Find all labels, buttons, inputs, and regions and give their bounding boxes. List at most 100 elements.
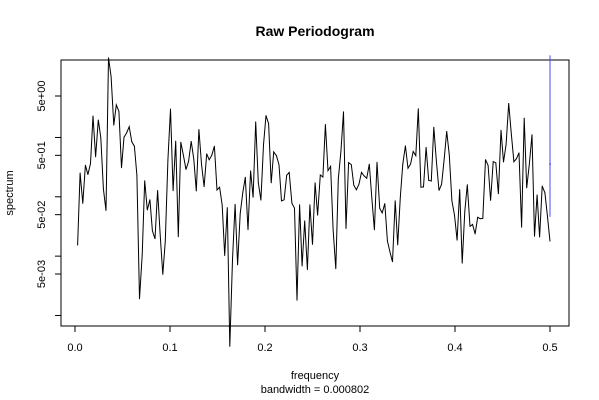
data-point xyxy=(423,186,424,188)
chart-title: Raw Periodogram xyxy=(255,23,374,39)
data-point xyxy=(167,159,169,161)
data-point xyxy=(428,179,430,181)
data-point xyxy=(348,162,349,164)
data-point xyxy=(229,346,231,347)
data-point xyxy=(384,203,386,204)
data-point xyxy=(482,217,484,219)
data-point xyxy=(95,156,97,158)
data-point xyxy=(301,265,303,267)
data-point xyxy=(208,159,210,161)
data-point xyxy=(105,210,107,212)
series-points xyxy=(77,57,551,347)
data-point xyxy=(461,262,463,264)
data-point xyxy=(224,255,226,257)
data-point xyxy=(335,268,337,270)
data-point xyxy=(374,229,375,231)
data-point xyxy=(417,108,419,110)
data-point xyxy=(407,167,409,169)
data-point xyxy=(185,169,187,170)
data-point xyxy=(170,108,171,110)
data-point xyxy=(420,186,422,188)
data-point xyxy=(433,126,435,128)
data-point xyxy=(456,239,458,241)
data-point xyxy=(477,216,479,218)
data-point xyxy=(337,178,339,180)
data-point xyxy=(523,117,525,119)
data-point xyxy=(518,152,520,154)
data-point xyxy=(288,171,290,173)
data-point xyxy=(368,163,370,165)
data-point xyxy=(443,158,445,160)
x-tick-label: 0.3 xyxy=(352,342,367,354)
data-point xyxy=(97,119,99,121)
data-point xyxy=(345,228,347,230)
data-point xyxy=(487,165,489,166)
data-point xyxy=(239,213,241,215)
data-point xyxy=(327,170,329,171)
y-axis-label: spectrum xyxy=(4,170,16,215)
data-point xyxy=(123,136,125,138)
data-point xyxy=(405,145,406,147)
data-point xyxy=(90,163,91,164)
data-point xyxy=(250,170,251,172)
data-point xyxy=(146,209,148,211)
x-tick-label: 0.1 xyxy=(162,342,177,354)
data-point xyxy=(353,184,355,186)
data-point xyxy=(466,184,468,186)
data-point xyxy=(306,269,308,271)
data-point xyxy=(234,203,236,205)
data-point xyxy=(244,176,246,178)
data-point xyxy=(144,180,146,182)
data-point xyxy=(180,141,182,143)
data-point xyxy=(139,298,140,300)
data-point xyxy=(198,128,200,130)
data-point xyxy=(237,264,239,266)
data-point xyxy=(474,233,476,235)
data-point xyxy=(379,207,381,209)
data-point xyxy=(415,155,417,157)
data-point xyxy=(495,162,497,164)
data-point xyxy=(87,174,89,175)
data-point xyxy=(108,57,109,59)
data-point xyxy=(188,160,190,162)
data-point xyxy=(332,229,334,230)
data-point xyxy=(371,198,373,200)
data-point xyxy=(435,161,437,162)
data-point xyxy=(430,180,432,182)
data-point xyxy=(363,175,365,177)
x-tick-label: 0.4 xyxy=(447,342,462,354)
data-point xyxy=(110,76,112,78)
data-point xyxy=(479,218,481,220)
data-point xyxy=(361,171,362,173)
data-point xyxy=(219,186,220,188)
data-point xyxy=(255,121,257,123)
data-point xyxy=(281,200,282,202)
data-point xyxy=(103,188,104,190)
data-point xyxy=(203,186,205,188)
data-point xyxy=(296,299,298,301)
y-tick-label: 5e-01 xyxy=(36,141,48,169)
data-point xyxy=(464,210,466,212)
data-point xyxy=(257,182,259,183)
data-point xyxy=(226,207,228,208)
data-point xyxy=(77,244,78,246)
data-point xyxy=(118,110,120,112)
data-point xyxy=(438,190,440,191)
data-point xyxy=(526,187,528,189)
data-point xyxy=(500,129,502,131)
data-point xyxy=(312,244,313,245)
bandwidth-label: bandwidth = 0.000802 xyxy=(261,384,370,396)
y-tick-label: 5e-02 xyxy=(36,201,48,229)
data-point xyxy=(175,140,177,142)
data-point xyxy=(469,225,471,227)
data-point xyxy=(389,251,391,253)
data-point xyxy=(381,212,383,214)
data-point xyxy=(291,202,293,204)
data-point xyxy=(309,204,311,206)
data-point xyxy=(84,164,86,166)
data-point xyxy=(366,177,368,179)
data-point xyxy=(492,161,494,163)
data-point xyxy=(268,123,270,125)
data-point xyxy=(263,144,264,146)
data-point xyxy=(149,199,151,201)
